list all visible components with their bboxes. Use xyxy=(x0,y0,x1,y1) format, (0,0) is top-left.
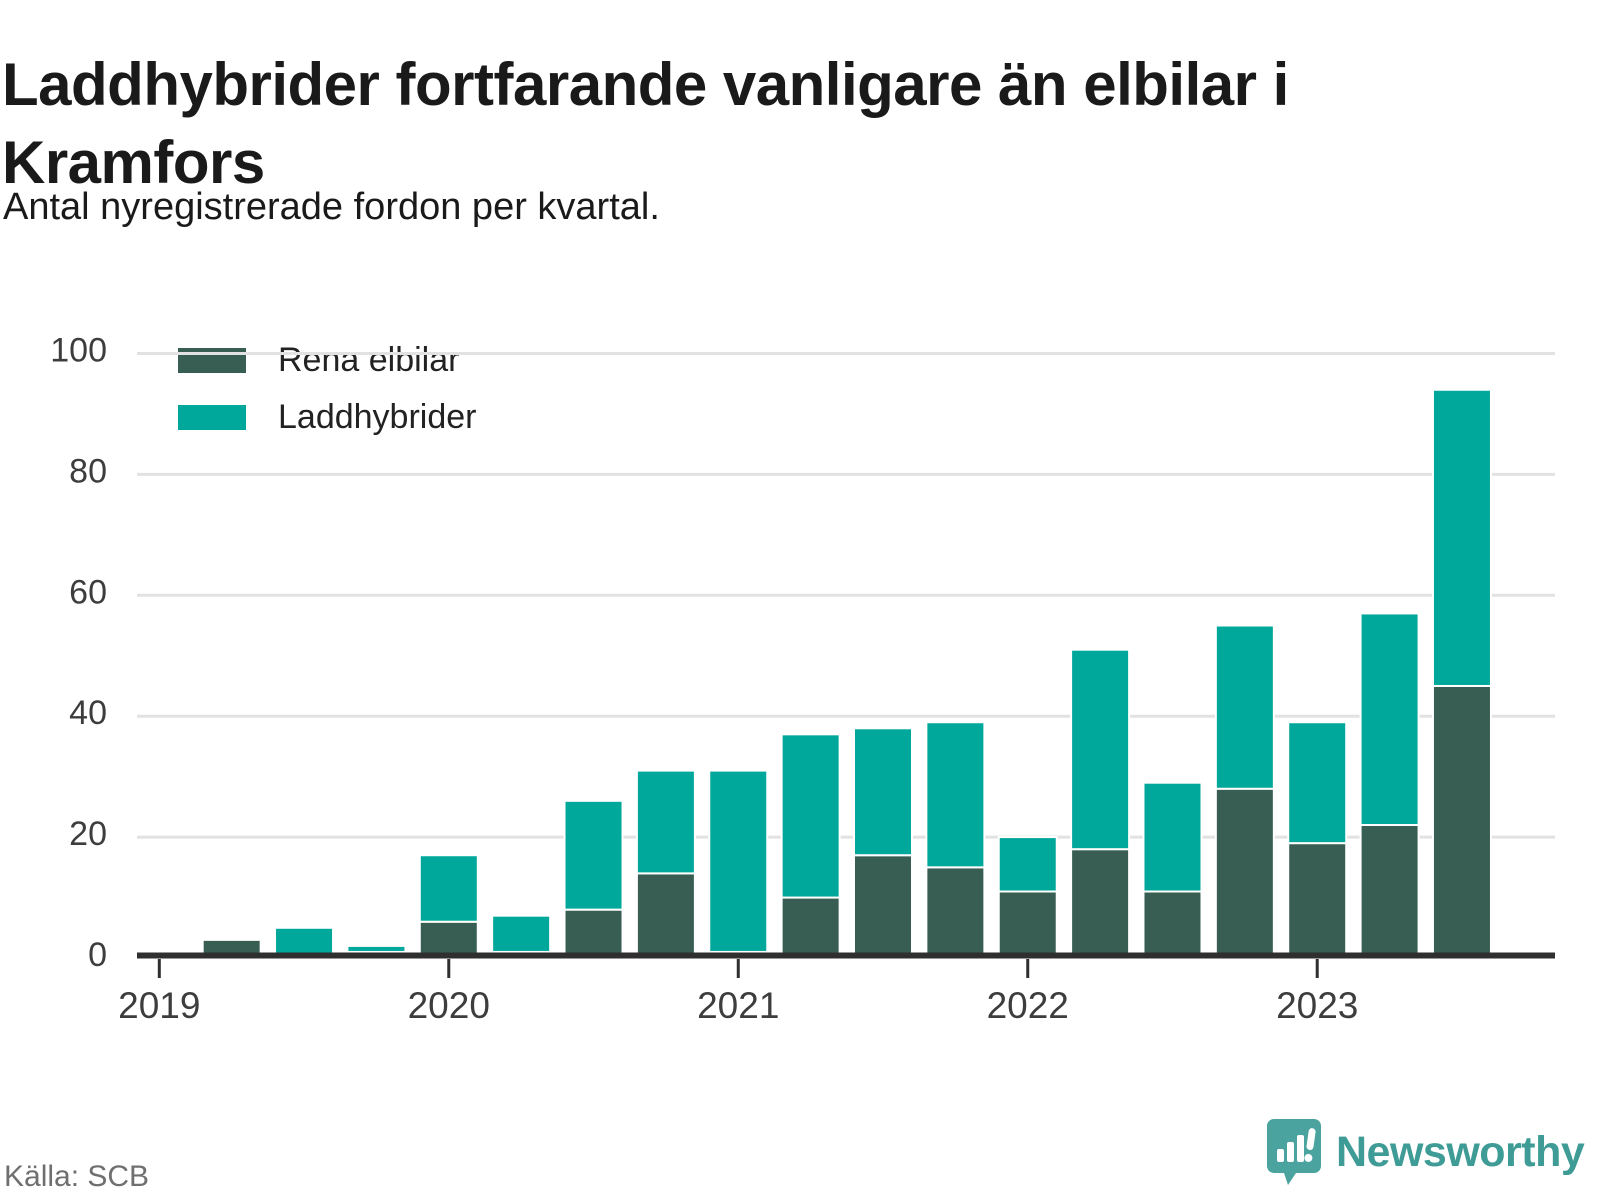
bar-segment-2021K2-rena-elbilar xyxy=(780,896,841,959)
x-axis-label-2021: 2021 xyxy=(697,985,779,1026)
chart-title: Laddhybrider fortfarande vanligare än el… xyxy=(2,46,1562,202)
legend-label: Laddhybrider xyxy=(278,397,477,436)
bar-segment-2023K1-rena-elbilar xyxy=(1287,842,1348,960)
bar-segment-2021K2-laddhybrider xyxy=(780,733,841,899)
bar-segment-2022K4-rena-elbilar xyxy=(1214,787,1275,959)
bar-segment-2020K2-laddhybrider xyxy=(491,914,552,953)
bar-segment-2021K1-laddhybrider xyxy=(708,769,769,953)
y-axis-label-20: 20 xyxy=(69,815,107,853)
bar-segment-2022K1-laddhybrider xyxy=(997,836,1058,893)
bar-segment-2021K3-laddhybrider xyxy=(853,727,913,857)
bar-segment-2022K2-laddhybrider xyxy=(1070,648,1131,851)
bar-segment-2020K1-laddhybrider xyxy=(418,854,479,923)
bar-segment-2021K4-rena-elbilar xyxy=(925,866,986,960)
newsworthy-logo-icon xyxy=(1267,1119,1321,1185)
bar-segment-2022K3-laddhybrider xyxy=(1142,781,1203,893)
bar-segment-2022K4-laddhybrider xyxy=(1214,624,1275,790)
legend-item-rena-elbilar: Rena elbilar xyxy=(178,341,476,379)
bar-segment-2022K1-rena-elbilar xyxy=(997,890,1058,960)
chart-title-line1: Laddhybrider fortfarande vanligare än el… xyxy=(2,51,1289,119)
bar-segment-2021K4-laddhybrider xyxy=(925,721,986,869)
y-axis-label-60: 60 xyxy=(69,573,107,611)
x-axis-label-2023: 2023 xyxy=(1276,985,1358,1026)
bar-segment-2020K4-laddhybrider xyxy=(635,769,696,875)
y-axis-label-40: 40 xyxy=(69,694,107,732)
x-axis-label-2019: 2019 xyxy=(118,985,200,1026)
legend: Rena elbilar Laddhybrider xyxy=(178,341,476,458)
brand-name: Newsworthy xyxy=(1336,1127,1585,1176)
bar-segment-2023K3-rena-elbilar xyxy=(1431,684,1492,959)
bar-segment-2020K3-rena-elbilar xyxy=(563,908,624,960)
bar-segment-2019K4-laddhybrider xyxy=(346,944,407,953)
x-axis-line xyxy=(137,952,1555,959)
bar-segment-2023K3-laddhybrider xyxy=(1431,388,1492,687)
bar-segment-2023K1-laddhybrider xyxy=(1287,721,1348,845)
bar-segment-2023K2-rena-elbilar xyxy=(1359,824,1420,960)
y-axis-label-80: 80 xyxy=(69,452,107,490)
legend-label: Rena elbilar xyxy=(278,340,460,379)
bar-segment-2022K2-rena-elbilar xyxy=(1070,848,1131,959)
y-axis-label-0: 0 xyxy=(88,936,107,974)
y-axis-label-100: 100 xyxy=(50,332,107,370)
legend-swatch-laddhybrider xyxy=(178,404,246,430)
bar-segment-2022K3-rena-elbilar xyxy=(1142,890,1203,960)
legend-item-laddhybrider: Laddhybrider xyxy=(178,398,476,436)
x-axis-label-2020: 2020 xyxy=(408,985,490,1026)
bar-segment-2023K2-laddhybrider xyxy=(1359,612,1420,827)
x-axis-label-2022: 2022 xyxy=(987,985,1069,1026)
source-note: Källa: SCB xyxy=(4,1160,150,1193)
bar-segment-2021K3-rena-elbilar xyxy=(853,854,913,959)
legend-swatch-rena-elbilar xyxy=(178,347,246,373)
chart-title-line2: Kramfors xyxy=(2,129,265,197)
bar-segment-2020K3-laddhybrider xyxy=(563,799,624,911)
brand-footer: Newsworthy xyxy=(1266,1118,1585,1186)
chart-subtitle: Antal nyregistrerade fordon per kvartal. xyxy=(3,186,660,228)
bar-segment-2020K4-rena-elbilar xyxy=(635,872,696,959)
